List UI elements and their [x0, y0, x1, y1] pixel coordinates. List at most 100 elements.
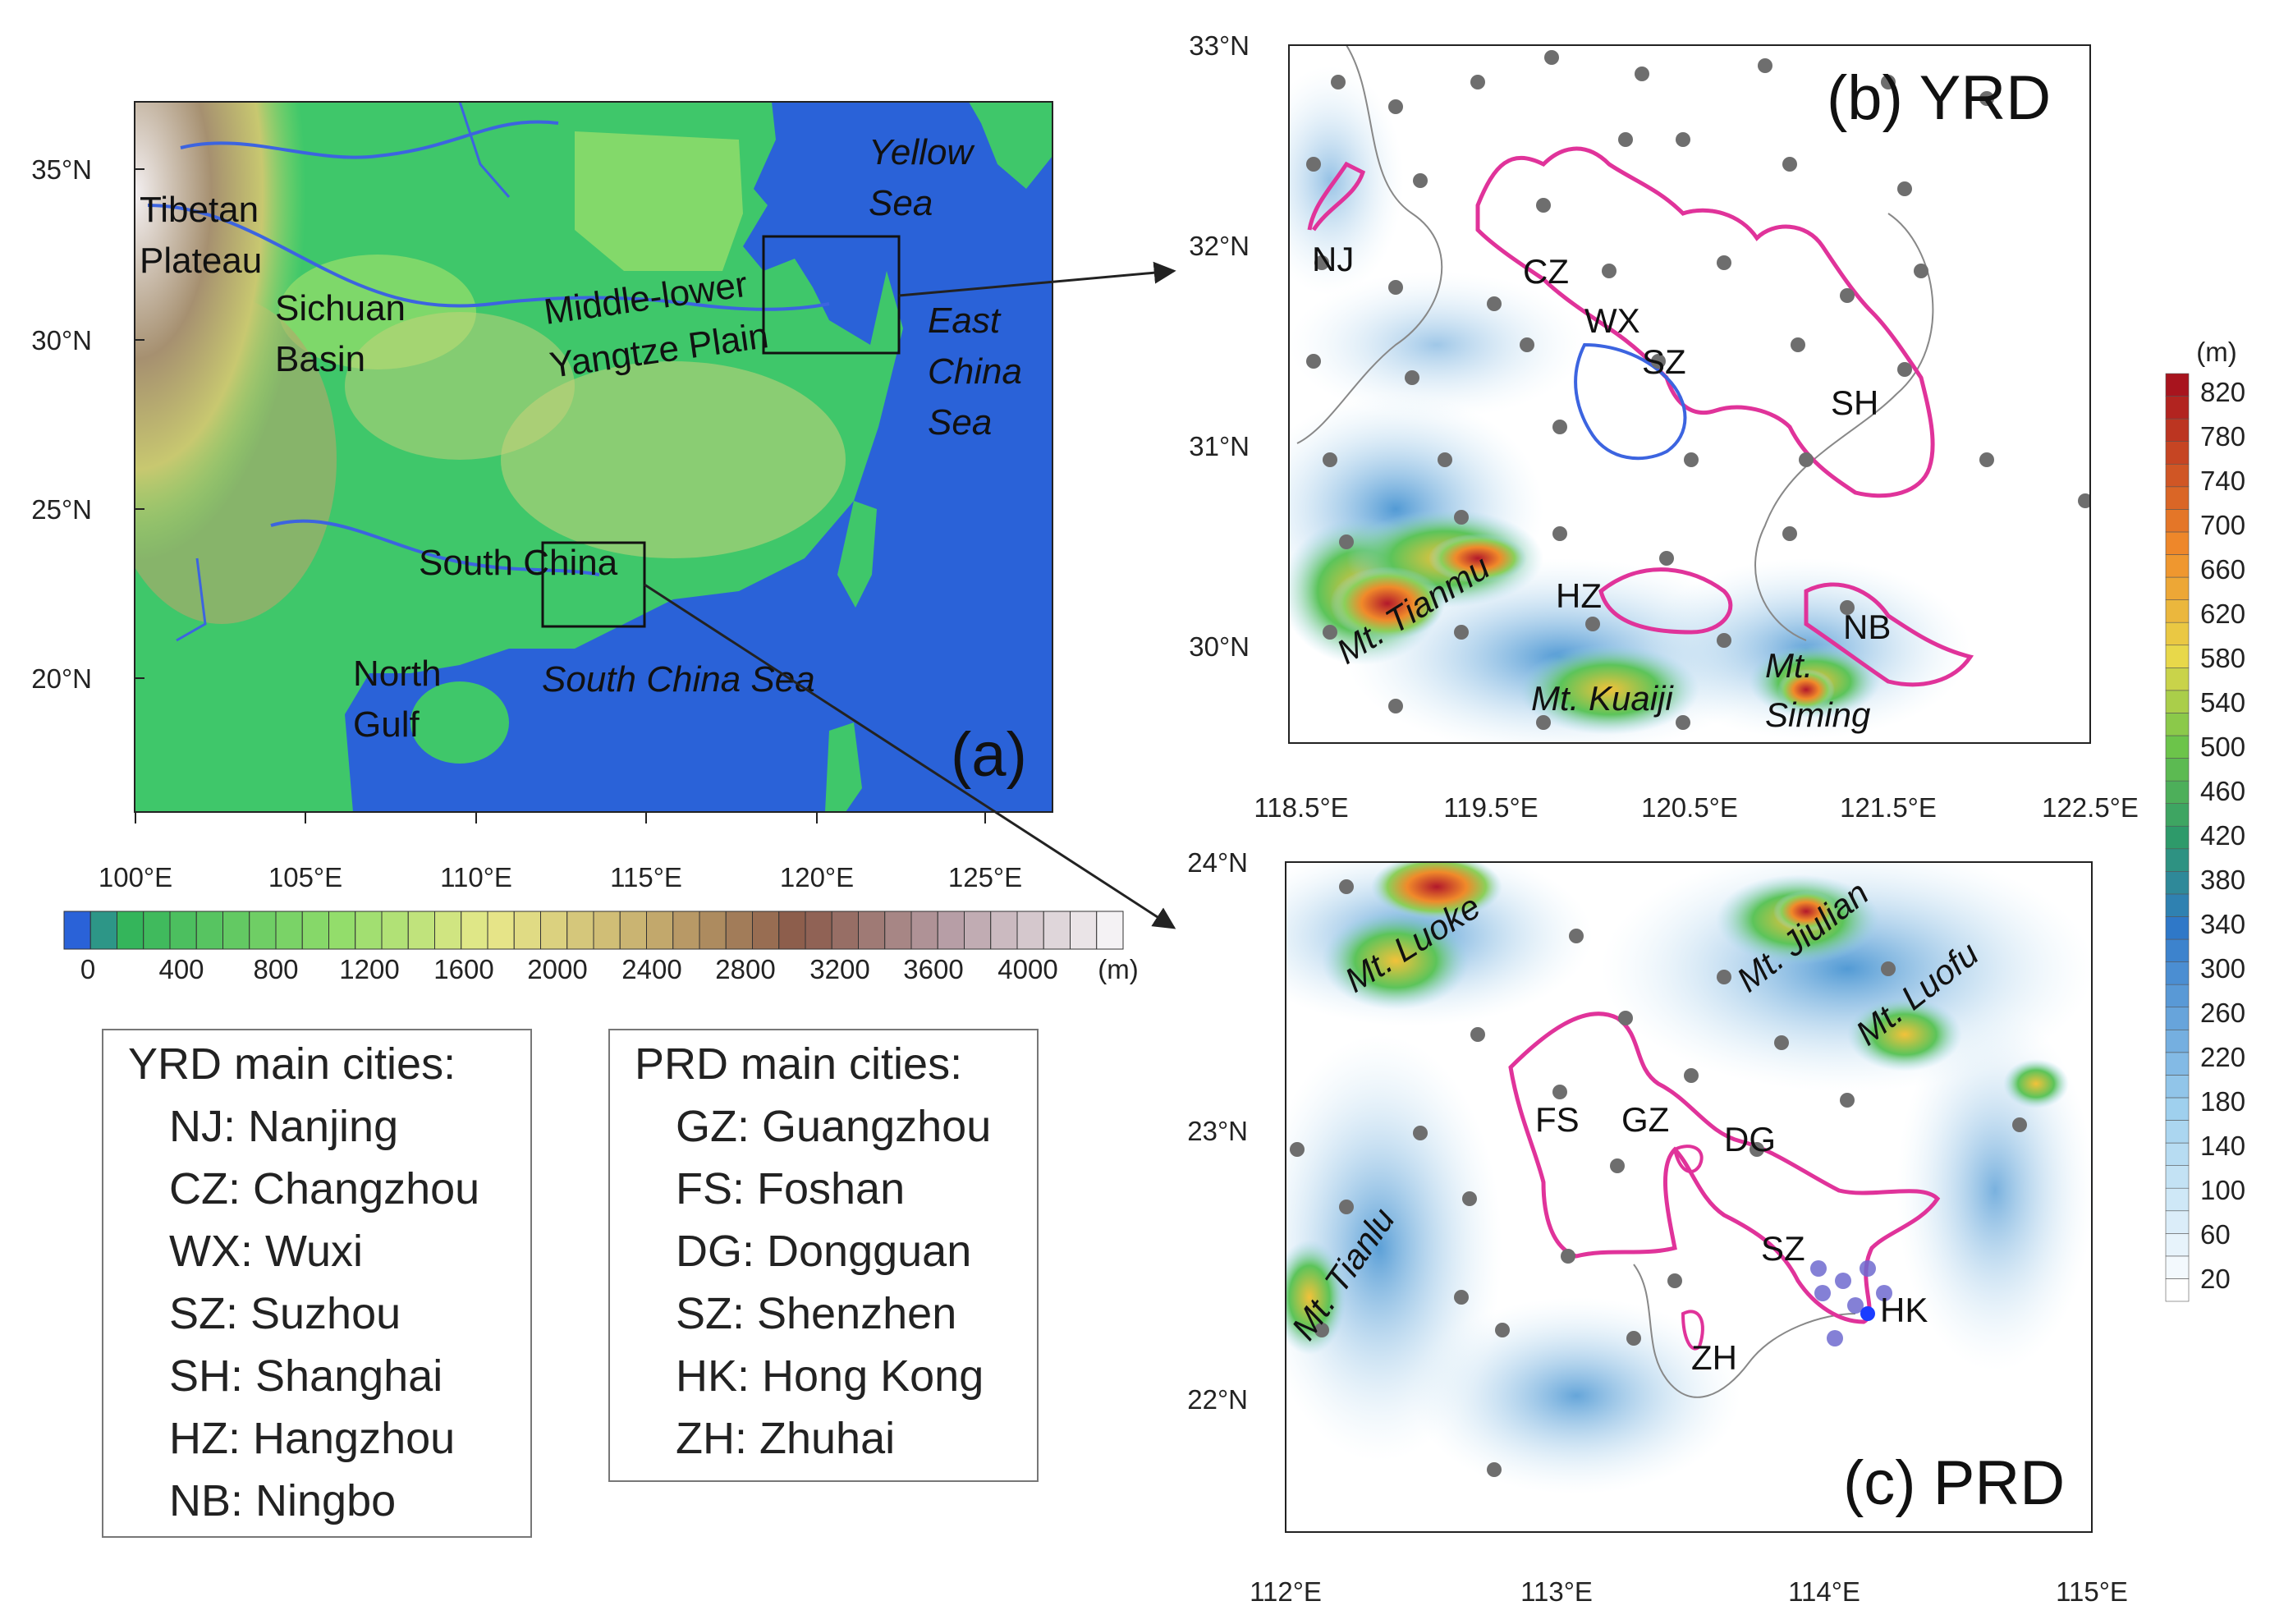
cbar-a-tick-0: 0 [80, 954, 95, 984]
arrow-to-yrd [898, 261, 1176, 297]
elevation-colorbar-cell [2165, 418, 2190, 442]
city-cz: CZ [1523, 252, 1569, 291]
b-lat-30: 30°N [1189, 631, 1250, 662]
elevation-colorbar-cell [2165, 893, 2190, 917]
elevation-colorbar-cell [2165, 871, 2190, 895]
terrain-colorbar-cell [169, 911, 197, 950]
cbar-r-tick-20: 20 [2200, 1264, 2231, 1294]
legend-yrd-item: NB: Ningbo [169, 1476, 397, 1525]
cbar-r-tick-540: 540 [2200, 687, 2245, 718]
hill-luoke [1322, 911, 1470, 1010]
hk-center-marker [1860, 1306, 1875, 1321]
b-lat-32: 32°N [1189, 231, 1250, 261]
legend-prd-item: FS: Foshan [676, 1164, 906, 1213]
elevation-colorbar-cell [2165, 463, 2190, 488]
elevation-colorbar-cell [2165, 486, 2190, 510]
cbar-a-tick-1200: 1200 [339, 954, 399, 984]
city-sh: SH [1831, 383, 1878, 422]
elevation-colorbar-cell [2165, 713, 2190, 736]
legend-yrd-item: NJ: Nanjing [169, 1102, 399, 1151]
cbar-r-tick-140: 140 [2200, 1131, 2245, 1161]
cbar-r-tick-780: 780 [2200, 421, 2245, 452]
terrain-colorbar-cell [964, 911, 992, 950]
terrain-colorbar-cell [461, 911, 488, 950]
lat-tick-30: 30°N [31, 325, 92, 356]
city-hk: HK [1880, 1291, 1928, 1329]
terrain-colorbar-cell [513, 911, 541, 950]
elevation-colorbar-cell [2165, 1210, 2190, 1234]
label-south-china-sea: South China Sea [542, 659, 815, 700]
label-tibetan-1: Tibetan [140, 190, 259, 230]
cbar-r-tick-380: 380 [2200, 865, 2245, 895]
b-lon-120-5: 120.5°E [1641, 792, 1738, 823]
label-yellow-sea-1: Yellow [869, 132, 975, 172]
station-markers-c [1290, 879, 2027, 1477]
elevation-colorbar-cell [2165, 1165, 2190, 1189]
lat-tick-20: 20°N [31, 663, 92, 694]
label-ecs-2: China [928, 351, 1022, 392]
legend-prd-title: PRD main cities: [635, 1039, 963, 1089]
panel-c-frame [1285, 861, 2093, 1533]
mt-siming-1: Mt. [1765, 646, 1813, 685]
terrain-colorbar-cell [672, 911, 700, 950]
elevation-colorbar-cell [2165, 531, 2190, 555]
legend-yrd-item: HZ: Hangzhou [169, 1414, 456, 1463]
panel-a-frame [134, 101, 1053, 813]
elevation-colorbar-cell [2165, 803, 2190, 827]
terrain-colorbar-cell [1043, 911, 1071, 950]
lat-tick-35: 35°N [31, 154, 92, 185]
terrain-colorbar-cell [328, 911, 356, 950]
b-lon-121-5: 121.5°E [1840, 792, 1937, 823]
c-lat-23: 23°N [1187, 1116, 1248, 1146]
city-zh: ZH [1691, 1338, 1737, 1377]
cbar-a-tick-400: 400 [158, 954, 204, 984]
city-hz: HZ [1556, 576, 1602, 615]
terrain-colorbar-cell [937, 911, 965, 950]
terrain-colorbar-cell [63, 911, 91, 950]
legend-yrd-title: YRD main cities: [128, 1039, 456, 1089]
label-sichuan-2: Basin [275, 339, 365, 379]
terrain-colorbar-cell [222, 911, 250, 950]
yellow-river [180, 120, 559, 159]
elevation-colorbar-cell [2165, 396, 2190, 420]
central-hills [345, 312, 575, 460]
cbar-r-tick-660: 660 [2200, 554, 2245, 585]
urban-outline-nb [1804, 582, 1974, 687]
lon-tick-100: 100°E [99, 862, 172, 892]
mt-siming-2: Siming [1765, 695, 1870, 734]
panel-c-map: 24°N 23°N 22°N 112°E 113°E 114°E 115°E (… [1187, 847, 2128, 1607]
b-lon-122-5: 122.5°E [2042, 792, 2139, 823]
label-ecs-3: Sea [928, 402, 992, 443]
korea-peninsula [969, 102, 1052, 189]
urban-outline-dg-loop [1672, 1145, 1704, 1173]
elevation-colorbar-cell [2165, 554, 2190, 578]
hill-luofu [1847, 998, 1962, 1071]
mt-kuaiji: Mt. Kuaiji [1531, 679, 1674, 718]
terrain-colorbar-cell [619, 911, 647, 950]
terrain-colorbar-cell [1070, 911, 1098, 950]
cbar-r-tick-100: 100 [2200, 1175, 2245, 1205]
terrain-colorbar-cell [725, 911, 753, 950]
coastline-b [1754, 213, 1934, 641]
peak-jiulian [1773, 891, 1839, 932]
elevation-colorbar-cell [2165, 1029, 2190, 1053]
cbar-r-tick-740: 740 [2200, 466, 2245, 496]
terrain-colorbar-cell [117, 911, 144, 950]
cbar-r-tick-420: 420 [2200, 820, 2245, 851]
elevation-colorbar-cell [2165, 1255, 2190, 1279]
lon-tick-105: 105°E [268, 862, 342, 892]
elevation-colorbar-cell [2165, 938, 2190, 962]
coastline-c [1633, 1264, 1856, 1398]
relief-w [1289, 271, 1584, 419]
elevation-colorbar-cell [2165, 1007, 2190, 1030]
lon-tick-115: 115°E [610, 862, 682, 892]
elevation-colorbar-cell [2165, 599, 2190, 623]
cbar-r-unit: (m) [2196, 337, 2236, 367]
hainan-island [410, 681, 509, 764]
relief-c-s [1412, 1297, 1740, 1494]
terrain-colorbar-cell [434, 911, 462, 950]
legend-prd-item: SZ: Shenzhen [676, 1289, 957, 1338]
panel-a-tag: (a) [951, 720, 1027, 790]
cbar-r-tick-260: 260 [2200, 998, 2245, 1028]
peak-siming [1777, 669, 1835, 710]
